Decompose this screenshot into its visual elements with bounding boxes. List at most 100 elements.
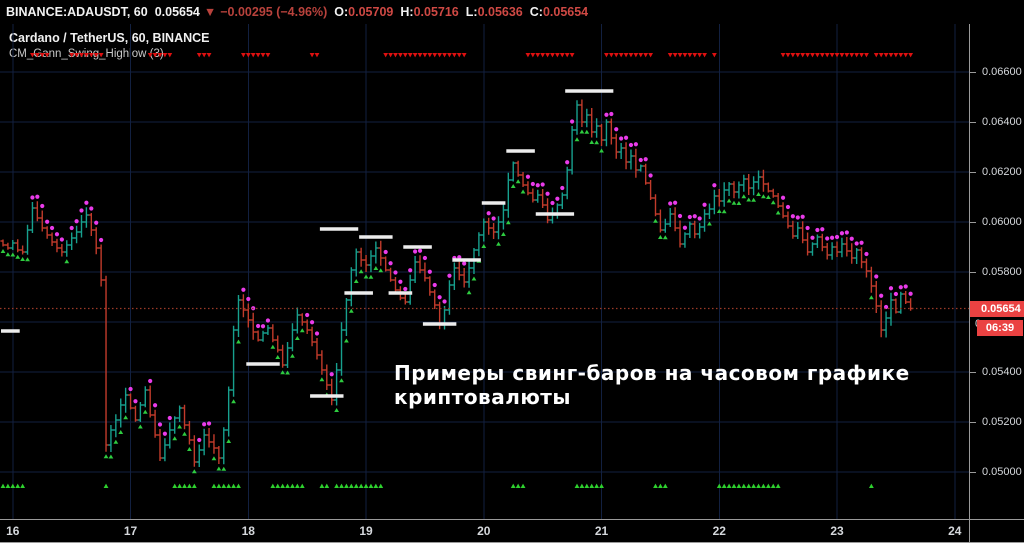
ohlc-bar[interactable]: [10, 240, 16, 250]
ohlc-bar[interactable]: [564, 166, 570, 200]
ohlc-bar[interactable]: [245, 303, 251, 328]
ohlc-bar[interactable]: [157, 429, 163, 461]
ohlc-bar[interactable]: [427, 276, 433, 296]
ohlc-bar[interactable]: [726, 182, 732, 196]
ohlc-bar[interactable]: [765, 182, 771, 193]
ohlc-bar[interactable]: [785, 211, 791, 229]
ohlc-bar[interactable]: [751, 176, 757, 196]
ohlc-bar[interactable]: [83, 207, 90, 228]
ohlc-bar[interactable]: [211, 434, 217, 454]
ohlc-bar[interactable]: [579, 99, 585, 128]
ohlc-bar[interactable]: [314, 338, 320, 360]
ohlc-bar[interactable]: [348, 267, 354, 307]
ohlc-bar[interactable]: [456, 261, 462, 281]
ohlc-bar[interactable]: [760, 169, 767, 192]
ohlc-bar[interactable]: [137, 402, 143, 422]
ohlc-bar[interactable]: [515, 160, 521, 177]
ohlc-bar[interactable]: [800, 221, 806, 244]
ohlc-bar[interactable]: [697, 223, 703, 239]
ohlc-bar[interactable]: [623, 142, 629, 170]
ohlc-bar[interactable]: [530, 188, 536, 203]
ohlc-bar[interactable]: [540, 189, 546, 208]
ohlc-bar[interactable]: [338, 322, 345, 376]
ohlc-bar[interactable]: [343, 298, 350, 336]
ohlc-bar[interactable]: [476, 232, 482, 257]
ohlc-bar[interactable]: [608, 118, 614, 145]
ohlc-bar[interactable]: [353, 248, 359, 277]
ohlc-bar[interactable]: [123, 387, 129, 413]
ohlc-bar[interactable]: [598, 124, 605, 146]
ohlc-bar[interactable]: [39, 210, 45, 232]
ohlc-bar[interactable]: [206, 428, 212, 448]
ohlc-bar[interactable]: [878, 300, 884, 338]
ohlc-bar[interactable]: [373, 241, 379, 264]
ohlc-bar[interactable]: [716, 189, 722, 207]
ohlc-bar[interactable]: [481, 218, 487, 242]
ohlc-bar[interactable]: [186, 421, 193, 445]
ohlc-bar[interactable]: [280, 344, 286, 368]
time-axis[interactable]: 16 17 18 19 20 21 22 23 24: [0, 519, 1024, 542]
ohlc-bar[interactable]: [441, 306, 448, 330]
ohlc-bar[interactable]: [240, 294, 246, 318]
ohlc-bar[interactable]: [746, 174, 752, 195]
ohlc-bar[interactable]: [103, 275, 109, 452]
ohlc-bar[interactable]: [647, 180, 654, 200]
ohlc-bar[interactable]: [589, 108, 595, 138]
ohlc-bar[interactable]: [672, 207, 678, 232]
ohlc-bar[interactable]: [181, 404, 188, 430]
ohlc-bar[interactable]: [535, 189, 541, 203]
ohlc-bar[interactable]: [824, 243, 830, 260]
ohlc-bar[interactable]: [486, 217, 492, 235]
ohlc-bar[interactable]: [304, 319, 310, 335]
ohlc-bar[interactable]: [775, 193, 781, 208]
price-chart-canvas[interactable]: [0, 24, 1024, 542]
ticker-symbol[interactable]: BINANCE:ADAUSDT, 60: [6, 4, 148, 19]
ohlc-bar[interactable]: [780, 202, 786, 219]
ohlc-bar[interactable]: [854, 248, 860, 264]
ohlc-bar[interactable]: [289, 323, 296, 352]
ohlc-bar[interactable]: [177, 405, 183, 423]
ohlc-bar[interactable]: [495, 216, 502, 240]
ohlc-bar[interactable]: [770, 188, 776, 198]
ohlc-bar[interactable]: [525, 181, 531, 196]
ohlc-bar[interactable]: [142, 386, 148, 408]
ohlc-bar[interactable]: [162, 438, 168, 462]
ohlc-bar[interactable]: [628, 149, 634, 170]
ohlc-bar[interactable]: [858, 247, 865, 269]
ohlc-bar[interactable]: [863, 258, 870, 278]
ohlc-bar[interactable]: [667, 208, 673, 227]
ohlc-bar[interactable]: [73, 225, 80, 244]
ohlc-bar[interactable]: [422, 262, 428, 282]
ohlc-bar[interactable]: [706, 203, 713, 220]
ohlc-bar[interactable]: [44, 226, 50, 239]
ohlc-bar[interactable]: [358, 247, 364, 267]
ohlc-bar[interactable]: [24, 224, 31, 255]
ohlc-bar[interactable]: [731, 181, 737, 199]
ohlc-bar[interactable]: [309, 326, 315, 347]
ohlc-bar[interactable]: [34, 201, 40, 222]
ohlc-bar[interactable]: [319, 350, 325, 375]
ohlc-bar[interactable]: [510, 161, 516, 182]
ohlc-bar[interactable]: [235, 295, 242, 337]
ohlc-bar[interactable]: [520, 172, 526, 187]
ohlc-bar[interactable]: [5, 242, 11, 250]
ohlc-bar[interactable]: [603, 119, 610, 147]
ohlc-bar[interactable]: [334, 363, 340, 406]
ohlc-bar[interactable]: [711, 189, 717, 215]
ohlc-bar[interactable]: [88, 213, 94, 236]
ohlc-bar[interactable]: [554, 203, 560, 219]
ohlc-bar[interactable]: [633, 148, 639, 178]
ohlc-bar[interactable]: [804, 232, 811, 256]
ohlc-bar[interactable]: [152, 409, 158, 438]
ohlc-bar[interactable]: [500, 203, 507, 230]
ohlc-bar[interactable]: [132, 405, 139, 422]
ohlc-bar[interactable]: [387, 267, 394, 282]
ohlc-bar[interactable]: [54, 238, 60, 253]
ohlc-bar[interactable]: [226, 386, 232, 437]
ohlc-bar[interactable]: [378, 240, 384, 266]
ohlc-bar[interactable]: [446, 280, 453, 315]
ohlc-bar[interactable]: [284, 342, 291, 368]
ohlc-bar[interactable]: [638, 164, 644, 172]
ohlc-bar[interactable]: [594, 118, 600, 138]
ohlc-bar[interactable]: [814, 234, 820, 249]
